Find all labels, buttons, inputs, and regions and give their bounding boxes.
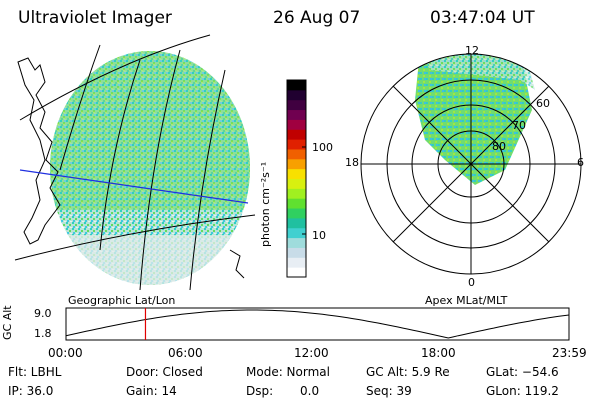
altitude-xtick-0: 00:00 <box>48 346 83 360</box>
door-status: Door: Closed <box>126 365 203 379</box>
gc-alt-status: GC Alt: 5.9 Re <box>366 365 450 379</box>
altitude-plot <box>65 307 570 341</box>
altitude-xtick-4: 23:59 <box>552 346 587 360</box>
altitude-ytick-min: 1.8 <box>34 327 52 340</box>
geographic-image <box>14 34 256 291</box>
coastline <box>17 57 61 245</box>
colorbar-segment <box>287 227 306 239</box>
colorbar-segment <box>287 168 306 179</box>
colorbar-segment <box>287 178 306 189</box>
altitude-ylabel: GC Alt <box>1 305 14 340</box>
colorbar-segment <box>287 99 306 111</box>
colorbar-tick-100: 100 <box>312 141 333 154</box>
colorbar-frame <box>286 79 307 278</box>
colorbar-segment <box>287 89 306 101</box>
latlon-grid <box>14 34 256 291</box>
glon-status: GLon: 119.2 <box>486 384 559 398</box>
colorbar-segment <box>287 158 306 170</box>
dsp-value: 0.0 <box>300 384 320 398</box>
instrument-title: Ultraviolet Imager <box>18 8 172 28</box>
lat-label-80: 80 <box>492 140 506 153</box>
lat-label-70: 70 <box>512 119 526 132</box>
colorbar-unit-label: photon cm⁻²s⁻¹ <box>259 161 272 247</box>
left-panel-label: Geographic Lat/Lon <box>68 294 176 307</box>
mlt-label-0: 0 <box>468 276 475 289</box>
colorbar-segment <box>287 198 306 209</box>
colorbar-segment <box>287 257 306 268</box>
colorbar-segment <box>287 139 306 150</box>
lat-label-60: 60 <box>536 97 550 110</box>
glat-status: GLat: −54.6 <box>486 365 559 379</box>
altitude-xtick-1: 06:00 <box>168 346 203 360</box>
colorbar-segment <box>287 267 306 278</box>
colorbar-segment <box>287 80 306 91</box>
altitude-ytick-max: 9.0 <box>34 307 52 320</box>
colorbar <box>286 79 307 278</box>
gain-status: Gain: 14 <box>126 384 177 398</box>
altitude-xtick-3: 18:00 <box>421 346 456 360</box>
mode-status: Mode: Normal <box>246 365 330 379</box>
dsp-label: Dsp: <box>246 384 274 398</box>
right-panel-label: Apex MLat/MLT <box>425 294 508 307</box>
mlt-label-18: 18 <box>345 156 359 169</box>
seq-status: Seq: 39 <box>366 384 412 398</box>
colorbar-segment <box>287 119 306 130</box>
colorbar-segment <box>287 247 306 258</box>
image-date: 26 Aug 07 <box>273 8 361 28</box>
colorbar-segment <box>287 217 306 229</box>
altitude-xtick-2: 12:00 <box>294 346 329 360</box>
ip-status: IP: 36.0 <box>8 384 54 398</box>
colorbar-segment <box>287 188 306 199</box>
colorbar-segment <box>287 237 306 248</box>
terminator-line <box>19 169 249 204</box>
filter-status: Flt: LBHL <box>8 365 62 379</box>
colorbar-segment <box>287 148 306 160</box>
image-time: 03:47:04 UT <box>430 8 535 28</box>
mlt-label-12: 12 <box>465 44 479 57</box>
colorbar-segment <box>287 208 306 219</box>
colorbar-segment <box>287 109 306 120</box>
polar-plot <box>360 53 582 275</box>
colorbar-segment <box>287 129 306 140</box>
colorbar-tick-10: 10 <box>312 229 326 242</box>
mlt-label-6: 6 <box>577 156 584 169</box>
